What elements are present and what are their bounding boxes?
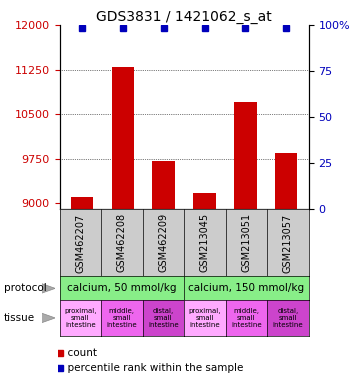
Text: proximal,
small
intestine: proximal, small intestine	[188, 308, 221, 328]
Bar	[71, 197, 93, 209]
Text: calcium, 50 mmol/kg: calcium, 50 mmol/kg	[67, 283, 177, 293]
Text: protocol: protocol	[4, 283, 46, 293]
Text: percentile rank within the sample: percentile rank within the sample	[61, 363, 244, 373]
Text: GSM213051: GSM213051	[242, 214, 251, 272]
Polygon shape	[42, 283, 55, 293]
Bar	[112, 66, 134, 209]
Text: middle,
small
intestine: middle, small intestine	[231, 308, 262, 328]
Text: calcium, 150 mmol/kg: calcium, 150 mmol/kg	[188, 283, 304, 293]
Text: GSM462209: GSM462209	[158, 214, 168, 272]
Text: tissue: tissue	[4, 313, 35, 323]
Text: middle,
small
intestine: middle, small intestine	[106, 308, 137, 328]
Text: count: count	[61, 348, 97, 358]
Bar	[152, 161, 175, 209]
Text: GSM462208: GSM462208	[117, 214, 127, 272]
Bar	[193, 193, 216, 209]
Text: proximal,
small
intestine: proximal, small intestine	[64, 308, 97, 328]
Text: GSM213045: GSM213045	[200, 214, 210, 272]
Text: distal,
small
intestine: distal, small intestine	[273, 308, 303, 328]
Text: GSM462207: GSM462207	[75, 213, 85, 273]
Text: GSM213057: GSM213057	[283, 213, 293, 273]
Polygon shape	[42, 313, 55, 323]
Bar	[275, 153, 297, 209]
Title: GDS3831 / 1421062_s_at: GDS3831 / 1421062_s_at	[96, 10, 272, 24]
Text: distal,
small
intestine: distal, small intestine	[148, 308, 179, 328]
Bar	[234, 102, 257, 209]
